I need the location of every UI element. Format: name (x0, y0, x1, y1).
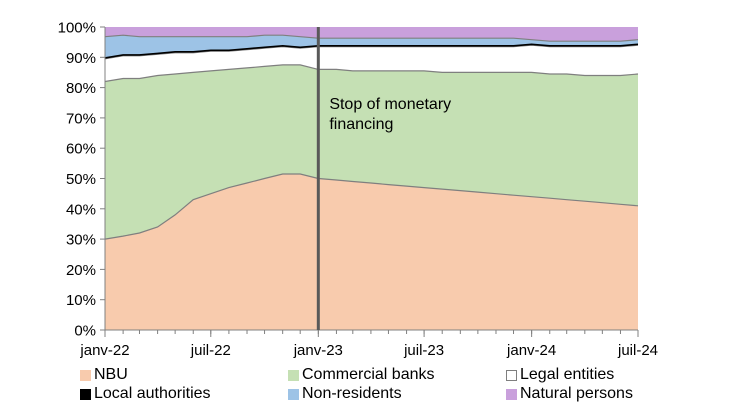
legend-item-non-residents: Non-residents (288, 384, 402, 404)
x-tick-label: janv-24 (506, 342, 556, 359)
legend-swatch (506, 369, 517, 381)
y-tick-label: 50% (66, 171, 96, 188)
legend-label: Commercial banks (302, 366, 435, 383)
area-non-residents (105, 35, 638, 58)
boundary-line-legal-entities (104, 44, 639, 60)
legend-swatch (506, 388, 517, 400)
boundary-line-commercial-banks (104, 64, 639, 83)
annotation-text: Stop of monetary financing (329, 96, 451, 133)
annotations: Stop of monetary financing (316, 27, 451, 330)
y-tick-label: 20% (66, 262, 96, 279)
legend-label: Natural persons (520, 385, 633, 402)
legend-item-local-authorities: Local authorities (80, 384, 211, 404)
legend-swatch (288, 388, 299, 400)
y-tick-label: 90% (66, 50, 96, 67)
y-tick-label: 30% (66, 232, 96, 249)
legend-swatch (80, 369, 91, 381)
legend-swatch (288, 369, 299, 381)
legend-swatch (80, 388, 91, 400)
boundary-line-nbu (104, 173, 639, 240)
x-tick-label: janv-23 (293, 342, 343, 359)
y-tick-label: 10% (66, 292, 96, 309)
y-tick-label: 0% (74, 323, 96, 340)
axes: 0% 10% 20% 30% 40% 50% 60% 70% 80% 90% 100% janv-22… (58, 20, 658, 360)
legend-label: Non-residents (302, 385, 402, 402)
x-tick-label: janv-22 (79, 342, 129, 359)
legend-label: NBU (94, 366, 128, 383)
series-areas (104, 27, 639, 330)
x-tick-label: juil-22 (190, 342, 231, 359)
legend-item-legal-entities: Legal entities (506, 365, 614, 385)
legend-label: Local authorities (94, 385, 211, 402)
y-tick-label: 70% (66, 110, 96, 127)
y-tick-label: 40% (66, 201, 96, 218)
y-tick-label: 100% (58, 20, 96, 37)
legend: NBU Commercial banks Legal entities Local a… (0, 366, 730, 410)
boundary-line-non-residents (104, 34, 639, 42)
stacked-area-chart: 0% 10% 20% 30% 40% 50% 60% 70% 80% 90% 100% janv-22… (58, 20, 658, 360)
area-legal-entities (105, 45, 638, 82)
legend-item-natural-persons: Natural persons (506, 384, 633, 404)
legend-label: Legal entities (520, 366, 615, 383)
legend-item-commercial-banks: Commercial banks (288, 365, 434, 385)
x-tick-label: juil-24 (617, 342, 658, 359)
legend-item-nbu: NBU (80, 365, 128, 385)
y-tick-label: 80% (66, 80, 96, 97)
x-tick-label: juil-23 (403, 342, 444, 359)
area-nbu (105, 174, 638, 330)
area-commercial-banks (105, 64, 638, 240)
y-tick-label: 60% (66, 141, 96, 158)
boundary-line-local-authorities (104, 43, 639, 59)
